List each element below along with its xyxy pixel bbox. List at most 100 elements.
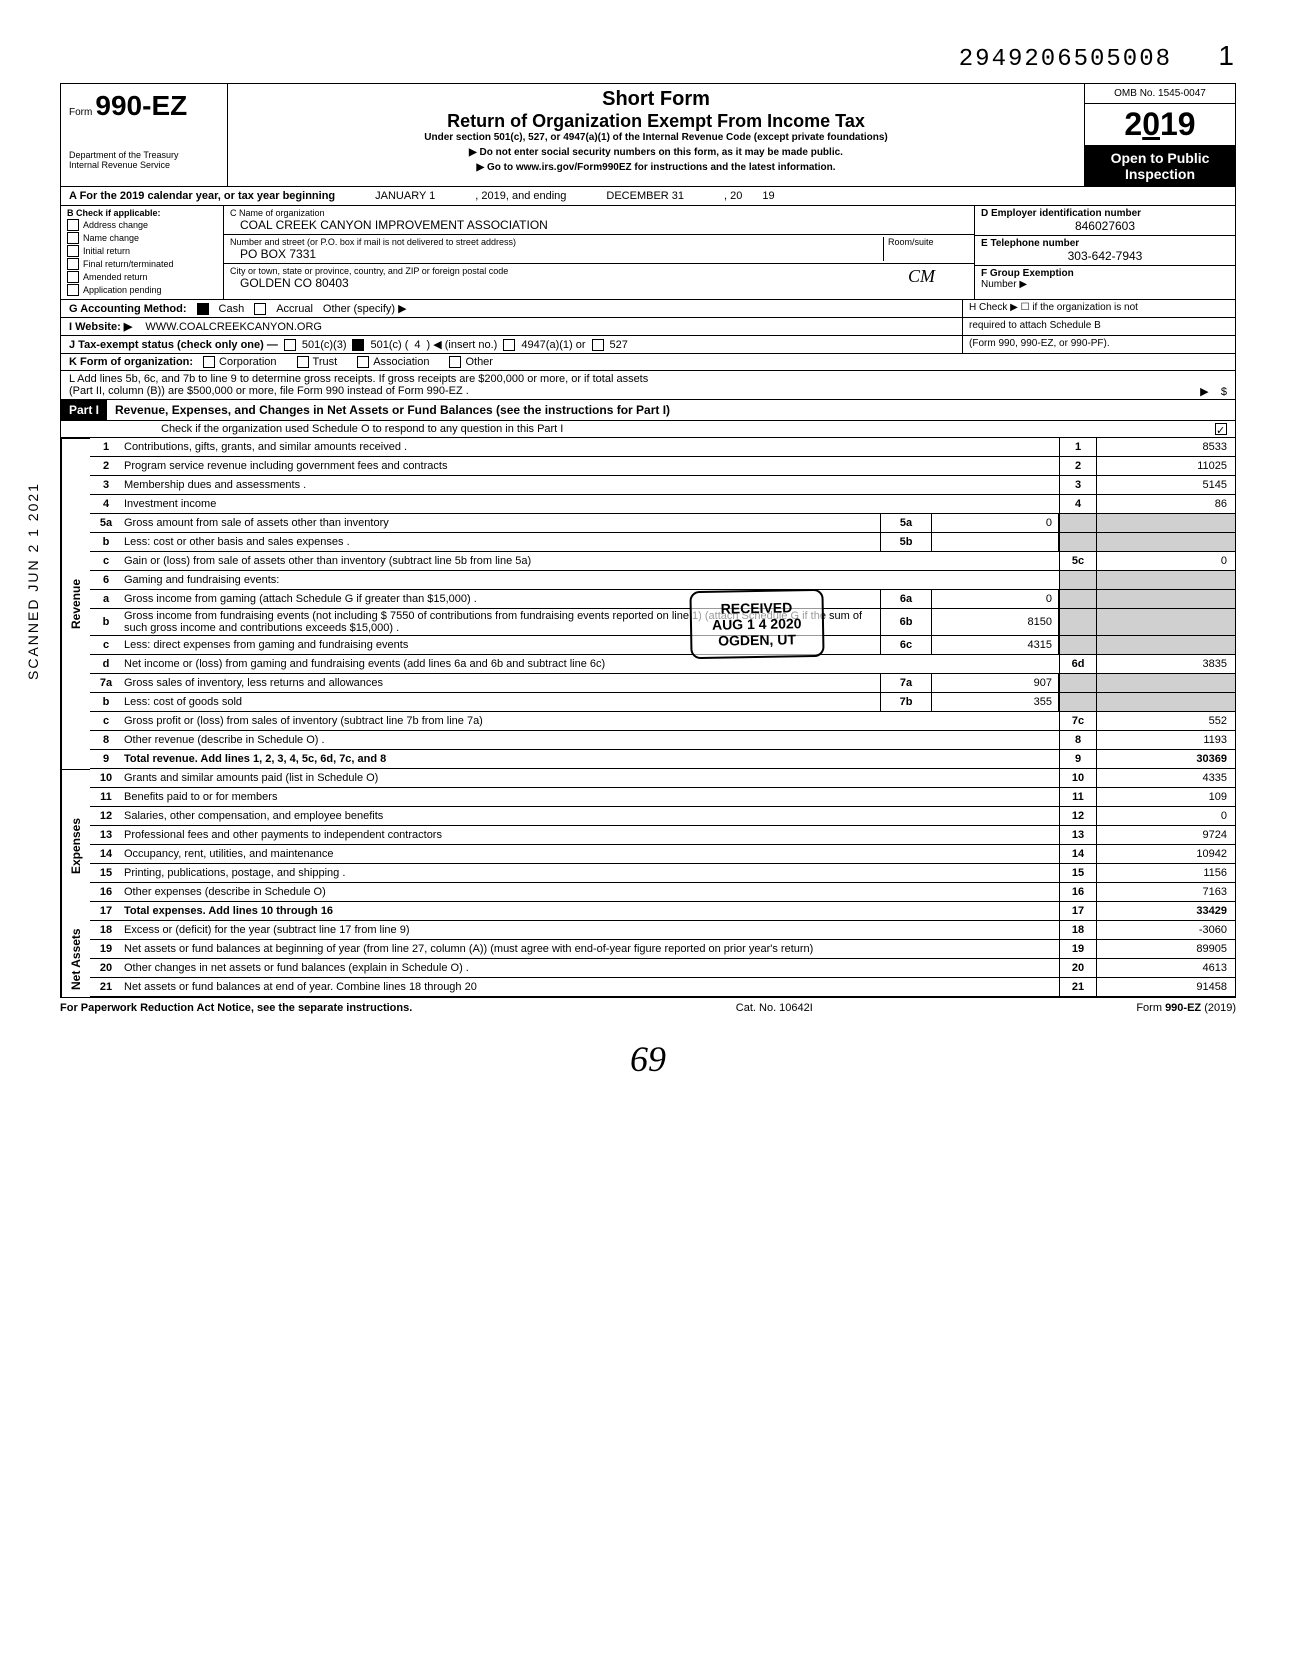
c-label: C Name of organization	[230, 208, 548, 218]
chk-other[interactable]	[449, 356, 461, 368]
result-val: 1156	[1096, 864, 1235, 882]
line-num: c	[90, 714, 122, 728]
city-label: City or town, state or province, country…	[230, 266, 908, 276]
result-val: 89905	[1096, 940, 1235, 958]
e-label: E Telephone number	[981, 238, 1229, 249]
result-num	[1059, 514, 1096, 532]
result-val: 552	[1096, 712, 1235, 730]
stamp-l3: OGDEN, UT	[712, 631, 802, 649]
chk-501c3[interactable]	[284, 339, 296, 351]
footer-mid: Cat. No. 10642I	[736, 1002, 813, 1014]
result-val: 8533	[1096, 438, 1235, 456]
part1-check-text: Check if the organization used Schedule …	[161, 423, 563, 435]
line-text: Gross profit or (loss) from sales of inv…	[122, 714, 1059, 728]
line-text: Gross amount from sale of assets other t…	[122, 516, 880, 530]
i-label: I Website: ▶	[69, 321, 132, 333]
k-label: K Form of organization:	[69, 356, 193, 368]
chk-assoc[interactable]	[357, 356, 369, 368]
result-num	[1059, 590, 1096, 608]
chk-amended[interactable]	[67, 271, 79, 283]
chk-cash[interactable]	[197, 303, 209, 315]
chk-4947[interactable]	[503, 339, 515, 351]
result-num	[1059, 533, 1096, 551]
chk-501c[interactable]	[352, 339, 364, 351]
line-text: Benefits paid to or for members	[122, 790, 1059, 804]
chk-part1-o[interactable]: ✓	[1215, 423, 1227, 435]
open1: Open to Public	[1089, 150, 1231, 166]
line-text: Net assets or fund balances at end of ye…	[122, 980, 1059, 994]
line-num: 3	[90, 478, 122, 492]
corp-label: Corporation	[219, 356, 276, 368]
line-text: Less: cost or other basis and sales expe…	[122, 535, 880, 549]
result-num: 8	[1059, 731, 1096, 749]
result-num: 4	[1059, 495, 1096, 513]
chk-corp[interactable]	[203, 356, 215, 368]
chk-address-label: Address change	[83, 220, 148, 230]
f-label2: Number ▶	[981, 279, 1229, 290]
result-num: 5c	[1059, 552, 1096, 570]
h-label3: (Form 990, 990-EZ, or 990-PF).	[969, 338, 1229, 349]
line-text: Investment income	[122, 497, 1059, 511]
result-num: 9	[1059, 750, 1096, 768]
line-num: d	[90, 657, 122, 671]
line-num: 10	[90, 771, 122, 785]
501c-label: 501(c) (	[370, 339, 408, 351]
line-num: 8	[90, 733, 122, 747]
527-label: 527	[610, 339, 628, 351]
result-num	[1059, 674, 1096, 692]
result-val: 0	[1096, 807, 1235, 825]
l-text2: (Part II, column (B)) are $500,000 or mo…	[69, 385, 469, 397]
result-val: 30369	[1096, 750, 1235, 768]
line-num: 19	[90, 942, 122, 956]
cash-label: Cash	[219, 303, 245, 315]
result-val: 4613	[1096, 959, 1235, 977]
result-val: -3060	[1096, 921, 1235, 939]
line-text: Total expenses. Add lines 10 through 16	[122, 904, 1059, 918]
inner-line-num: 6a	[880, 590, 932, 608]
stamp-l2: AUG 1 4 2020	[712, 615, 802, 633]
inner-line-val: 4315	[932, 636, 1059, 654]
warn1: ▶ Do not enter social security numbers o…	[238, 147, 1074, 158]
line-num: 20	[90, 961, 122, 975]
result-num: 18	[1059, 921, 1096, 939]
inner-line-num: 6b	[880, 609, 932, 635]
received-stamp: RECEIVED AUG 1 4 2020 OGDEN, UT	[689, 589, 824, 659]
footer-right: Form 990-EZ (2019)	[1136, 1002, 1236, 1014]
initials: CM	[908, 266, 968, 290]
row-a-suffix: , 20	[724, 190, 742, 202]
chk-trust[interactable]	[297, 356, 309, 368]
result-num: 11	[1059, 788, 1096, 806]
scanned-stamp: SCANNED JUN 2 1 2021	[25, 482, 41, 680]
chk-address[interactable]	[67, 219, 79, 231]
line-text: Other revenue (describe in Schedule O) .	[122, 733, 1059, 747]
chk-initial[interactable]	[67, 245, 79, 257]
result-val: 4335	[1096, 769, 1235, 787]
chk-527[interactable]	[592, 339, 604, 351]
chk-pending[interactable]	[67, 284, 79, 296]
inner-line-num: 5a	[880, 514, 932, 532]
inner-line-val: 0	[932, 514, 1059, 532]
room-label: Room/suite	[888, 237, 968, 247]
line-text: Total revenue. Add lines 1, 2, 3, 4, 5c,…	[122, 752, 1059, 766]
line-text: Gaming and fundraising events:	[122, 573, 1059, 587]
line-text: Contributions, gifts, grants, and simila…	[122, 440, 1059, 454]
chk-accrual[interactable]	[254, 303, 266, 315]
line-text: Membership dues and assessments .	[122, 478, 1059, 492]
addr-label: Number and street (or P.O. box if mail i…	[230, 237, 883, 247]
result-num	[1059, 693, 1096, 711]
chk-name[interactable]	[67, 232, 79, 244]
result-num: 20	[1059, 959, 1096, 977]
line-text: Occupancy, rent, utilities, and maintena…	[122, 847, 1059, 861]
page-num: 1	[1218, 40, 1236, 71]
trust-label: Trust	[313, 356, 338, 368]
line-text: Net income or (loss) from gaming and fun…	[122, 657, 1059, 671]
line-num: 11	[90, 790, 122, 804]
line-num: 4	[90, 497, 122, 511]
chk-final[interactable]	[67, 258, 79, 270]
line-text: Salaries, other compensation, and employ…	[122, 809, 1059, 823]
result-num: 16	[1059, 883, 1096, 901]
result-val	[1096, 571, 1235, 589]
part1-label: Part I	[61, 400, 107, 420]
result-num: 21	[1059, 978, 1096, 996]
f-label: F Group Exemption	[981, 268, 1229, 279]
